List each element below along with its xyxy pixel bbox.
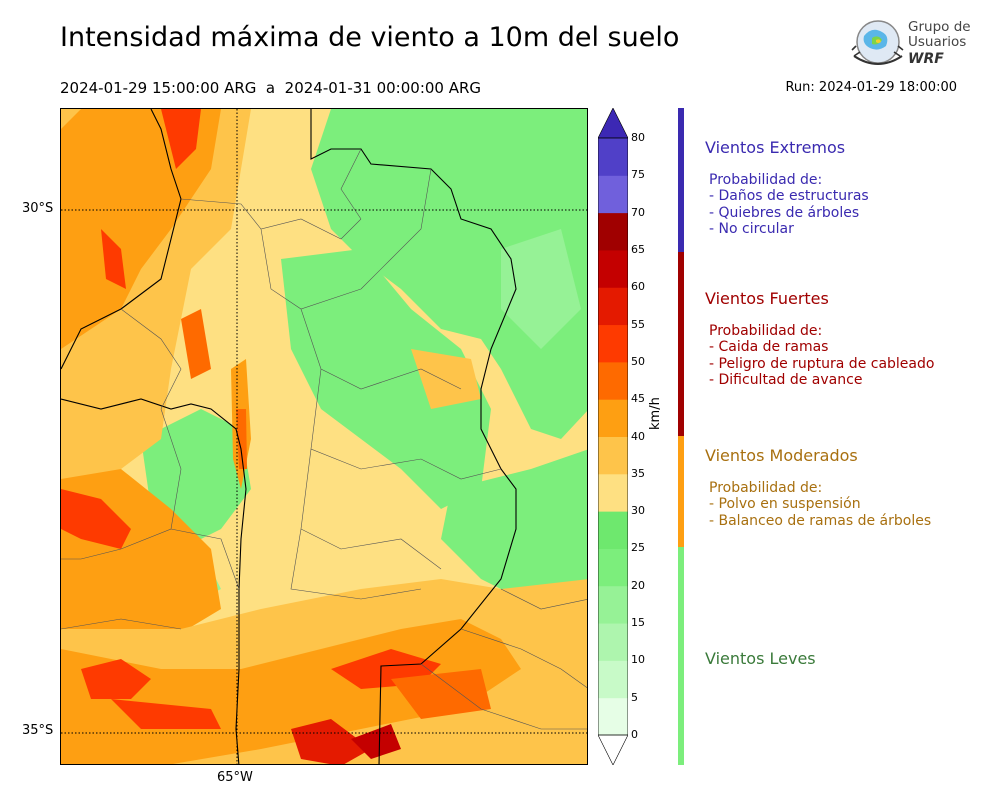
- graticule: [61, 109, 587, 764]
- lon-label-65w: 65°W: [217, 770, 253, 785]
- colorbar-tick-label: 0: [631, 728, 638, 741]
- legend-bar-moderados: [678, 436, 684, 547]
- colorbar-band: [598, 436, 628, 475]
- colorbar-tick-label: 30: [631, 504, 645, 518]
- green-zone-east: [441, 449, 587, 609]
- legend-title-leves: Vientos Leves: [705, 649, 816, 668]
- wind-speed-colorbar: [598, 108, 628, 765]
- colorbar-tick-label: 60: [631, 280, 645, 294]
- legend-bar-fuertes: [678, 252, 684, 436]
- logo-text-wrf: WRF: [908, 51, 944, 67]
- colorbar-unit-label: km/h: [648, 397, 663, 430]
- legend-desc-moderados: Probabilidad de: - Polvo en suspensión -…: [709, 480, 931, 529]
- colorbar-tick-label: 20: [631, 578, 645, 592]
- legend-desc-extremos: Probabilidad de: - Daños de estructuras …: [709, 172, 869, 237]
- legend-title-extremos: Vientos Extremos: [705, 138, 846, 157]
- lat-label-30s: 30°S: [22, 201, 54, 216]
- grupo-usuarios-wrf-logo: Grupo de Usuarios WRF: [848, 16, 971, 72]
- colorbar-band: [598, 585, 628, 624]
- valid-period: 2024-01-29 15:00:00 ARG a 2024-01-31 00:…: [60, 79, 482, 97]
- colorbar-tick-label: 50: [631, 354, 645, 368]
- legend-bar-leves: [678, 547, 684, 765]
- legend-line: Probabilidad de:: [709, 480, 823, 496]
- globe-logo-icon: [851, 20, 904, 65]
- colorbar-tick-label: 35: [631, 466, 645, 480]
- legend-line: - Quiebres de árboles: [709, 204, 860, 221]
- legend-desc-fuertes: Probabilidad de: - Caida de ramas - Peli…: [709, 323, 934, 388]
- logo-text-line1: Grupo de: [908, 19, 971, 35]
- colorbar-tick-label: 10: [631, 653, 645, 667]
- colorbar-band: [598, 473, 628, 512]
- chart-title: Intensidad máxima de viento a 10m del su…: [60, 22, 680, 53]
- run-timestamp: Run: 2024-01-29 18:00:00: [785, 80, 957, 95]
- colorbar-tick-label: 15: [631, 616, 645, 630]
- colorbar-band: [598, 548, 628, 587]
- colorbar-tick-label: 45: [631, 392, 645, 406]
- colorbar-band: [598, 287, 628, 326]
- green-zone-center: [281, 249, 491, 509]
- logo-text-line2: Usuarios: [908, 34, 967, 50]
- map-canvas: [61, 109, 587, 764]
- colorbar-band: [598, 697, 628, 736]
- colorbar-tick-label: 70: [631, 205, 645, 219]
- colorbar-band: [598, 623, 628, 661]
- colorbar-band: [598, 324, 628, 363]
- colorbar-tick-label: 75: [631, 168, 645, 182]
- country-borders: [61, 109, 517, 764]
- colorbar-tick-label: 25: [631, 541, 645, 555]
- legend-title-moderados: Vientos Moderados: [705, 446, 858, 465]
- colorbar-band: [598, 511, 628, 549]
- colorbar-band: [598, 175, 628, 214]
- colorbar-tick-label: 65: [631, 242, 645, 256]
- legend-bar-extremos: [678, 108, 684, 252]
- colorbar-band: [598, 399, 628, 437]
- colorbar-extend-min: [598, 734, 628, 765]
- colorbar-tick-label: 80: [631, 131, 645, 144]
- colorbar-tick-label: 55: [631, 317, 645, 331]
- legend-title-fuertes: Vientos Fuertes: [705, 289, 829, 308]
- legend-line: - No circular: [709, 220, 794, 237]
- orange-patch-center: [411, 349, 481, 409]
- colorbar-band: [598, 361, 628, 400]
- legend-line: - Balanceo de ramas de árboles: [709, 512, 932, 529]
- wind-speed-map: [60, 108, 588, 765]
- legend-line: - Peligro de ruptura de cableado: [709, 355, 935, 372]
- legend-line: Probabilidad de:: [709, 172, 823, 188]
- green-zone-northeast: [311, 109, 587, 439]
- legend-line: - Daños de estructuras: [709, 188, 869, 205]
- legend-line: - Polvo en suspensión: [709, 496, 861, 513]
- colorbar-band: [598, 249, 628, 288]
- colorbar-extend-max: [598, 108, 628, 139]
- legend-line: - Caida de ramas: [709, 339, 829, 356]
- colorbar-band: [598, 660, 628, 699]
- lat-label-35s: 35°S: [22, 723, 54, 738]
- department-borders: [61, 148, 587, 730]
- colorbar-band: [598, 212, 628, 251]
- legend-line: Probabilidad de:: [709, 323, 823, 339]
- legend-line: - Dificultad de avance: [709, 371, 863, 388]
- colorbar-tick-label: 40: [631, 429, 645, 443]
- colorbar-band: [598, 138, 628, 176]
- colorbar-tick-label: 5: [631, 690, 638, 704]
